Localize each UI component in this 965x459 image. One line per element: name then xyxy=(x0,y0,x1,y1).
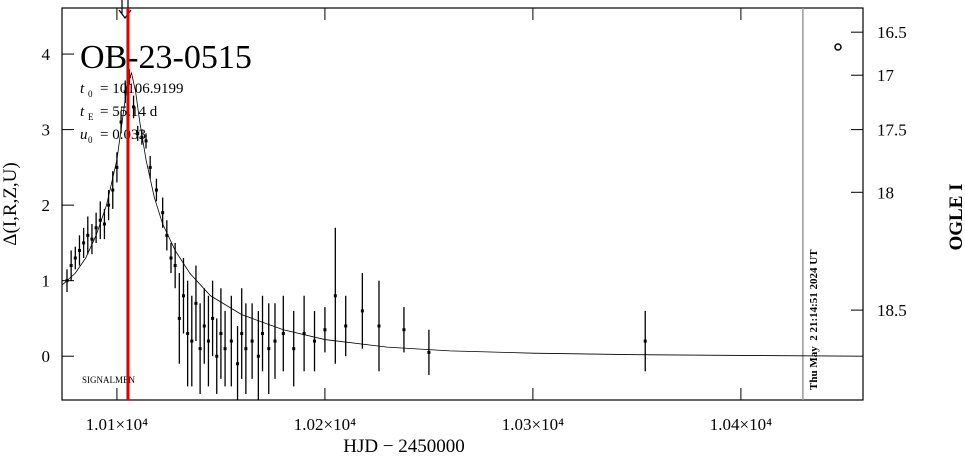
note: SIGNALMEN xyxy=(82,375,135,385)
data-point xyxy=(144,139,148,143)
x-tick-label: 1.01×10⁴ xyxy=(86,415,148,434)
data-point xyxy=(244,347,248,351)
data-point xyxy=(69,264,73,268)
y2-tick-label: 16.5 xyxy=(877,23,907,42)
data-point xyxy=(261,332,265,336)
data-point xyxy=(211,316,215,320)
model-curve xyxy=(62,71,863,357)
plot-area xyxy=(62,69,863,400)
data-point xyxy=(98,218,102,222)
data-point xyxy=(202,324,206,328)
data-point xyxy=(267,347,271,351)
data-point xyxy=(86,233,90,237)
chart-title: OB-23-0515 xyxy=(80,39,252,76)
data-point xyxy=(165,233,169,237)
data-point xyxy=(169,256,173,260)
param-value: = 10106.9199 xyxy=(100,81,183,97)
data-point xyxy=(82,241,86,245)
y2-tick-label: 17.5 xyxy=(877,121,907,140)
y2-tick-label: 17 xyxy=(877,66,895,85)
data-point xyxy=(102,222,106,226)
param-sub: E xyxy=(88,112,94,122)
data-point xyxy=(154,188,158,192)
data-point xyxy=(186,332,190,336)
data-point xyxy=(229,339,233,343)
y2-axis-label: OGLE I xyxy=(946,183,965,250)
y-tick-label: 3 xyxy=(42,121,51,140)
data-point xyxy=(148,165,152,169)
plot-frame xyxy=(61,7,864,401)
data-point xyxy=(173,264,177,268)
param-symbol: t xyxy=(80,81,85,97)
data-point xyxy=(402,328,406,332)
data-point xyxy=(65,279,69,283)
data-point xyxy=(292,347,296,351)
data-point xyxy=(107,203,111,207)
data-point xyxy=(333,294,337,298)
data-point xyxy=(256,354,260,358)
data-point xyxy=(90,237,94,241)
y-tick-label: 0 xyxy=(42,347,51,366)
data-point xyxy=(177,316,181,320)
x-tick-label: 1.02×10⁴ xyxy=(294,415,356,434)
data-point xyxy=(427,350,431,354)
data-point xyxy=(94,226,98,230)
x-tick-label: 1.03×10⁴ xyxy=(502,415,564,434)
data-point xyxy=(377,324,381,328)
data-point xyxy=(181,294,185,298)
data-point xyxy=(115,165,119,169)
data-point xyxy=(198,347,202,351)
data-point xyxy=(281,332,285,336)
x-tick-label: 1.04×10⁴ xyxy=(710,415,772,434)
data-point xyxy=(190,339,194,343)
param-sub: 0 xyxy=(88,135,93,145)
param-symbol: t xyxy=(80,104,85,120)
data-point xyxy=(132,105,136,109)
data-point xyxy=(73,256,77,260)
data-point xyxy=(250,339,254,343)
data-point xyxy=(119,120,123,124)
data-point xyxy=(360,309,364,313)
data-point xyxy=(140,135,144,139)
data-point xyxy=(302,332,306,336)
param-symbol: u xyxy=(80,127,88,143)
data-point xyxy=(111,188,115,192)
y2-tick-label: 18 xyxy=(877,183,894,202)
data-point xyxy=(219,332,223,336)
data-point xyxy=(206,339,210,343)
data-point xyxy=(123,90,127,94)
data-point xyxy=(240,332,244,336)
data-point xyxy=(161,211,165,215)
data-point xyxy=(194,301,198,305)
y-tick-label: 1 xyxy=(42,272,51,291)
data-point xyxy=(313,339,317,343)
data-point xyxy=(344,324,348,328)
data-point xyxy=(643,339,647,343)
x-axis-label: HJD − 2450000 xyxy=(343,436,465,457)
data-point xyxy=(77,248,81,252)
data-point xyxy=(323,328,327,332)
data-point xyxy=(236,362,240,366)
data-point xyxy=(223,347,227,351)
param-sub: 0 xyxy=(88,89,93,99)
symbol xyxy=(834,43,842,51)
y-tick-label: 4 xyxy=(42,45,51,64)
y-axis-label: Δ(I,R,Z,U) xyxy=(0,162,21,245)
y-tick-label: 2 xyxy=(42,196,51,215)
data-point xyxy=(273,339,277,343)
data-point xyxy=(215,354,219,358)
y2-tick-label: 18.5 xyxy=(877,301,907,320)
data-point xyxy=(136,131,140,135)
param-value: = 0.033 xyxy=(100,127,146,143)
timestamp: Thu May 2 21:14:51 2024 UT xyxy=(808,249,820,390)
